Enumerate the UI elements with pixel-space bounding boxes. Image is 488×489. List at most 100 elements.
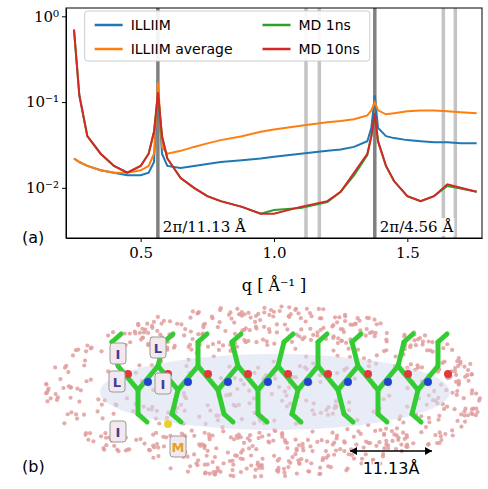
solvent-atom	[343, 441, 347, 445]
solvent-atom	[84, 379, 88, 383]
solvent-atom	[45, 391, 49, 395]
solvent-atom	[455, 393, 459, 397]
solvent-atom	[69, 385, 73, 389]
solvent-atom	[436, 418, 440, 422]
series-line	[74, 82, 477, 172]
nitrogen-atom	[384, 378, 392, 386]
solvent-atom	[271, 314, 275, 318]
legend-item: MD 1ns	[262, 17, 350, 33]
solvent-atom	[188, 464, 192, 468]
solvent-atom	[357, 319, 361, 323]
solvent-atom	[239, 435, 243, 439]
solvent-atom	[100, 403, 104, 407]
residue-box	[170, 436, 186, 457]
solvent-atom	[470, 372, 474, 376]
solvent-atom	[154, 431, 158, 435]
solvent-atom	[382, 446, 386, 450]
solvent-atom	[335, 320, 339, 324]
solvent-atom	[155, 329, 159, 333]
solvent-atom	[134, 438, 138, 442]
solvent-atom	[221, 343, 225, 347]
solvent-atom	[427, 339, 431, 343]
solvent-atom	[399, 442, 403, 446]
solvent-atom	[173, 344, 177, 348]
solvent-atom	[377, 440, 381, 444]
solvent-atom	[254, 340, 258, 344]
side-chain	[284, 334, 293, 342]
solvent-atom	[84, 349, 88, 353]
solvent-atom	[186, 470, 190, 474]
solvent-atom	[211, 342, 215, 346]
solvent-atom	[133, 331, 137, 335]
solvent-atom	[229, 317, 233, 321]
solvent-atom	[445, 342, 449, 346]
solvent-atom	[375, 322, 379, 326]
solvent-atom	[103, 431, 107, 435]
solvent-atom	[287, 315, 291, 319]
y-tick: 10⁻²	[26, 179, 66, 197]
solvent-atom	[343, 319, 347, 323]
solvent-atom	[63, 366, 67, 370]
side-chain	[224, 414, 233, 422]
solvent-atom	[401, 431, 405, 435]
solvent-atom	[283, 322, 287, 326]
solvent-atom	[423, 333, 427, 337]
oxygen-atom	[444, 370, 452, 378]
figure: 0.51.01.510⁰10⁻¹10⁻²q [ Å⁻¹ ](a)2π/11.13…	[0, 0, 488, 489]
solvent-atom	[278, 309, 282, 313]
legend-swatch	[95, 24, 123, 27]
legend-swatch	[95, 48, 123, 51]
solvent-atom	[293, 452, 297, 456]
solvent-atom	[378, 321, 382, 325]
peptide	[112, 334, 452, 428]
solvent-atom	[280, 431, 284, 435]
solvent-atom	[462, 409, 466, 413]
solvent-atom	[249, 315, 253, 319]
solvent-atom	[142, 442, 146, 446]
solvent-atom	[424, 425, 428, 429]
y-tick-label: 10⁻¹	[26, 93, 59, 111]
plot-frame	[66, 8, 482, 238]
solvent-atom	[136, 323, 140, 327]
solvent-atom	[241, 448, 245, 452]
solvent-atom	[301, 448, 305, 452]
solvent-atom	[201, 325, 205, 329]
oxygen-atom	[204, 370, 212, 378]
solvent-atom	[324, 449, 328, 453]
solvent-atom	[260, 434, 264, 438]
solvent-atom	[82, 363, 86, 367]
solvent-atom	[320, 438, 324, 442]
solvent-atom	[470, 391, 474, 395]
solvent-atom	[244, 326, 248, 330]
side-chain	[338, 390, 344, 414]
arrow-head	[425, 447, 432, 455]
solvent-atom	[421, 339, 425, 343]
solvent-atom	[248, 328, 252, 332]
solvent-atom	[470, 372, 474, 376]
solvent-atom	[253, 320, 257, 324]
solvent-atom	[204, 471, 208, 475]
solvent-atom	[317, 307, 321, 311]
solvent-atom	[221, 461, 225, 465]
solvent-atom	[337, 315, 341, 319]
nitrogen-atom	[224, 378, 232, 386]
oxygen-atom	[324, 370, 332, 378]
solvent-atom	[203, 471, 207, 475]
solvent-atom	[426, 443, 430, 447]
solvent-atom	[468, 362, 472, 366]
solvent-atom	[350, 453, 354, 457]
solvent-atom	[477, 398, 481, 402]
solvent-atom	[69, 410, 73, 414]
sulfur-atom	[164, 420, 172, 428]
solvent-atom	[246, 311, 250, 315]
solvent-atom	[331, 336, 335, 340]
solvent-atom	[203, 431, 207, 435]
solvent-atom	[458, 359, 462, 363]
solvent-atom	[439, 434, 443, 438]
solvent-atom	[297, 443, 301, 447]
solvent-atom	[55, 398, 59, 402]
scale-bar-line	[350, 450, 432, 452]
residue-label: M	[172, 440, 185, 455]
solvent-atom	[206, 449, 210, 453]
solvent-atom	[294, 447, 298, 451]
